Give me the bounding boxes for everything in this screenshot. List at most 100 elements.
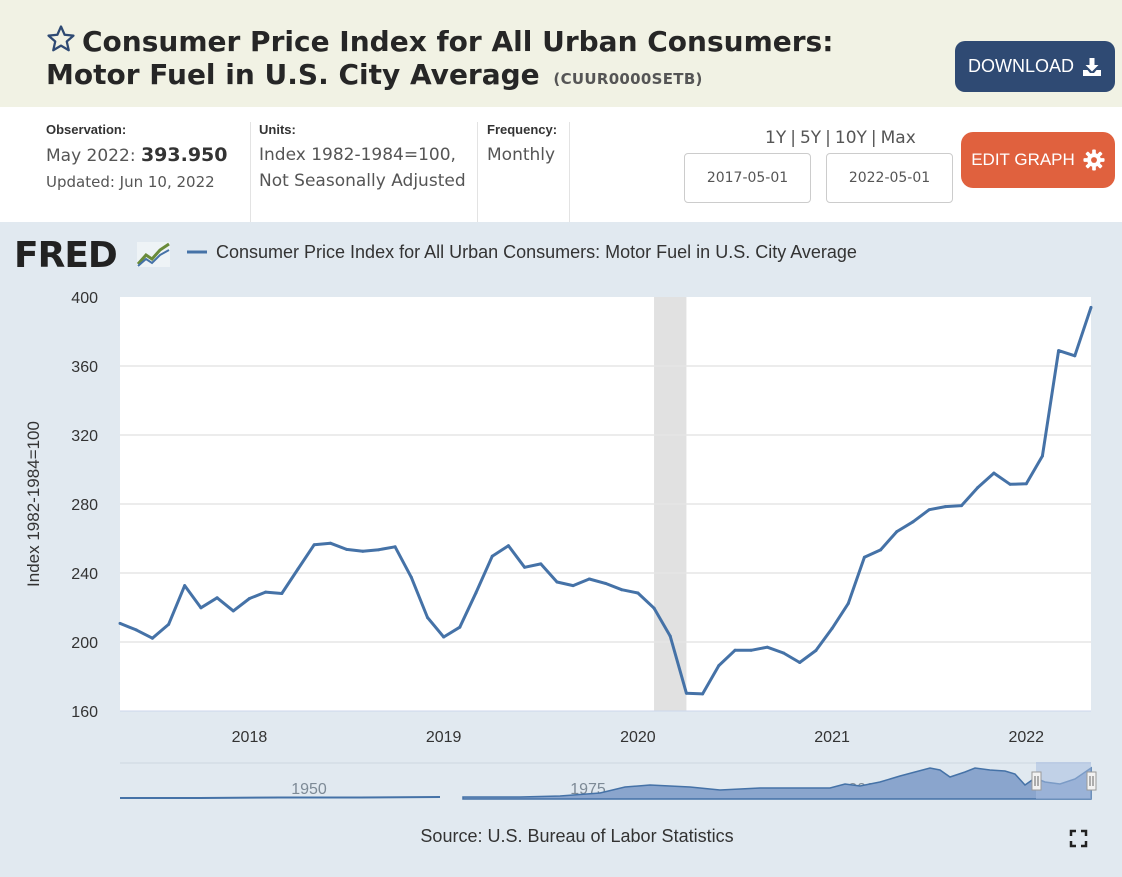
start-date-input[interactable]: 2017-05-01	[684, 153, 811, 203]
units-line1: Index 1982-1984=100,	[259, 145, 456, 165]
fred-logo: FRED	[14, 235, 170, 276]
data-point	[765, 645, 769, 649]
data-point	[345, 547, 349, 551]
frequency-label: Frequency:	[487, 122, 558, 137]
navigator-handle-left[interactable]	[1031, 771, 1042, 791]
data-point	[1008, 482, 1012, 486]
data-point	[539, 562, 543, 566]
navigator-series-area	[462, 766, 1092, 800]
gridlines	[120, 365, 1091, 712]
data-point	[830, 626, 834, 630]
data-point	[312, 543, 316, 547]
legend-label: Consumer Price Index for All Urban Consu…	[216, 242, 857, 262]
data-point	[668, 634, 672, 638]
data-point	[798, 661, 802, 664]
data-point	[684, 691, 688, 695]
fred-logo-text: FRED	[14, 235, 117, 276]
data-point	[717, 664, 721, 668]
series-info: Observation: May 2022: 393.950 Updated: …	[0, 107, 1122, 222]
y-axis-ticks: 160 200 240 280 320 360 400	[71, 290, 98, 721]
data-point	[587, 577, 591, 581]
units-label: Units:	[259, 122, 296, 137]
range-max-link[interactable]: Max	[880, 128, 916, 148]
x-tick-label: 2018	[232, 729, 268, 746]
chart-svg: FRED Consumer Price Index for All Urban …	[14, 235, 1097, 848]
navigator-handle-right[interactable]	[1086, 771, 1097, 791]
data-point	[118, 621, 122, 625]
frequency-block: Frequency: Monthly	[487, 122, 557, 222]
download-button[interactable]: DOWNLOAD	[955, 41, 1115, 92]
x-tick-label: 2020	[620, 729, 656, 746]
x-tick-label: 2021	[814, 729, 850, 746]
data-point	[555, 580, 559, 584]
divider	[569, 122, 570, 222]
x-axis-ticks: 2018 2019 2020 2021 2022	[232, 729, 1044, 746]
range-10y-link[interactable]: 10Y	[834, 128, 867, 148]
data-point	[199, 606, 203, 610]
navigator-series-left	[120, 796, 441, 799]
divider	[477, 122, 478, 222]
y-tick-label: 400	[71, 290, 98, 307]
data-point	[134, 628, 138, 632]
data-points	[118, 305, 1093, 696]
data-point	[506, 544, 510, 548]
gear-icon	[1083, 149, 1105, 171]
range-5y-link[interactable]: 5Y	[799, 128, 822, 148]
data-point	[992, 471, 996, 475]
data-point	[442, 635, 446, 639]
y-tick-label: 240	[71, 566, 98, 583]
range-links: 1Y | 5Y | 10Y | Max	[765, 128, 916, 148]
y-axis-label: Index 1982-1984=100	[24, 421, 43, 587]
y-tick-label: 280	[71, 497, 98, 514]
header: Consumer Price Index for All Urban Consu…	[0, 0, 1122, 107]
data-point	[1073, 354, 1077, 358]
data-point	[846, 601, 850, 605]
download-icon	[1083, 57, 1101, 76]
y-tick-label: 160	[71, 704, 98, 721]
data-point	[490, 554, 494, 558]
y-tick-label: 320	[71, 428, 98, 445]
frequency-value: Monthly	[487, 145, 556, 165]
data-point	[523, 565, 527, 569]
star-icon[interactable]	[46, 24, 76, 54]
observation-block: Observation: May 2022: 393.950 Updated: …	[46, 122, 228, 222]
range-1y-link[interactable]: 1Y	[765, 128, 787, 148]
end-date-input[interactable]: 2022-05-01	[826, 153, 953, 203]
data-point	[248, 597, 251, 600]
data-point	[474, 591, 478, 595]
data-point	[426, 616, 429, 619]
updated-date: Updated: Jun 10, 2022	[46, 173, 215, 191]
y-tick-label: 200	[71, 635, 98, 652]
observation-value: 393.950	[140, 144, 228, 166]
data-point	[976, 486, 980, 490]
data-point	[409, 575, 413, 579]
data-point	[361, 549, 365, 553]
data-point	[215, 596, 219, 600]
edit-graph-button[interactable]: EDIT GRAPH	[961, 132, 1115, 188]
data-point	[814, 649, 818, 652]
data-point	[960, 504, 963, 508]
fullscreen-icon[interactable]	[1069, 829, 1088, 848]
download-label: DOWNLOAD	[967, 56, 1074, 76]
data-point	[280, 592, 284, 595]
data-point	[167, 622, 171, 626]
data-point	[749, 648, 753, 652]
data-point	[1089, 305, 1093, 309]
data-point	[458, 625, 462, 629]
x-tick-label: 2022	[1008, 729, 1044, 746]
navigator-tick-1950: 1950	[291, 781, 327, 798]
series-id: (CUUR0000SETB)	[553, 70, 703, 88]
data-point	[1040, 454, 1044, 458]
units-block: Units: Index 1982-1984=100, Not Seasonal…	[259, 122, 466, 222]
units-line2: Not Seasonally Adjusted	[259, 171, 466, 191]
observation-date: May 2022:	[46, 146, 136, 166]
data-point	[862, 555, 866, 559]
navigator-selection[interactable]	[1036, 762, 1091, 799]
source-text: Source: U.S. Bureau of Labor Statistics	[420, 826, 733, 846]
data-point	[150, 636, 154, 640]
navigator[interactable]: 1950 1975 2000	[120, 762, 1097, 800]
data-point	[652, 606, 656, 610]
data-point	[895, 530, 899, 534]
data-point	[231, 609, 235, 613]
data-point	[927, 508, 931, 512]
